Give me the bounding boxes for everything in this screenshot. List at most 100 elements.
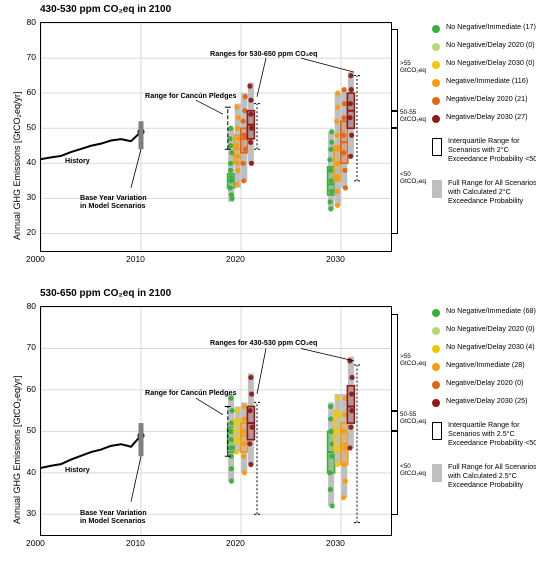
right-bracket xyxy=(392,314,398,411)
ytick-label: 20 xyxy=(16,227,36,237)
right-bracket xyxy=(392,127,398,234)
legend-iqr-label: Interquartile Range for Scenarios with 2… xyxy=(448,136,536,163)
xtick-label: 2030 xyxy=(326,538,345,548)
scenario-dot xyxy=(335,105,340,110)
scenario-dot xyxy=(343,479,348,484)
scenario-dot xyxy=(335,91,340,96)
scenario-dot xyxy=(230,408,235,413)
xtick-label: 2030 xyxy=(326,254,345,264)
scenario-dot xyxy=(234,105,239,110)
legend-full-range: Full Range for All Scenarios with Calcul… xyxy=(432,462,536,494)
legend-item: Negative/Delay 2020 (0) xyxy=(432,378,536,396)
iqr-swatch-icon xyxy=(432,138,442,156)
xtick-label: 2020 xyxy=(226,254,245,264)
panel-a: 430-530 ppm CO₂eq in 2100Annual GHG Emis… xyxy=(0,0,536,284)
legend-dot-icon xyxy=(432,25,440,33)
right-bracket-label: <50GtCO₂eq xyxy=(400,172,434,185)
legend-iqr: Interquartile Range for Scenarios with 2… xyxy=(432,420,536,452)
y-axis-label: Annual GHG Emissions [GtCO₂eq/yr] xyxy=(12,296,22,524)
legend-iqr: Interquartile Range for Scenarios with 2… xyxy=(432,136,536,168)
right-bracket-label: 50-55GtCO₂eq xyxy=(400,110,434,123)
scenario-dot xyxy=(342,168,347,173)
scenario-dot xyxy=(347,358,352,363)
scenario-dot xyxy=(342,412,347,417)
legend-item: Negative/Immediate (116) xyxy=(432,76,536,94)
scenario-dot xyxy=(334,119,339,124)
legend-item: No Negative/Delay 2020 (0) xyxy=(432,40,536,58)
legend-dot-icon xyxy=(432,97,440,105)
scenario-dot xyxy=(229,192,234,197)
panel-title: 530-650 ppm CO₂eq in 2100 xyxy=(40,288,171,299)
scenario-dot xyxy=(235,408,240,413)
ytick-label: 80 xyxy=(16,301,36,311)
ytick-label: 40 xyxy=(16,467,36,477)
ytick-label: 50 xyxy=(16,122,36,132)
scenario-dot xyxy=(328,404,333,409)
annot-cancun: Range for Cancún Pledges xyxy=(145,389,236,397)
legend-label: Negative/Immediate (116) xyxy=(446,76,536,85)
legend-label: No Negative/Delay 2030 (4) xyxy=(446,342,536,351)
legend-item: No Negative/Immediate (68) xyxy=(432,306,536,324)
ytick-label: 40 xyxy=(16,157,36,167)
scenario-dot xyxy=(241,161,246,166)
scenario-dot xyxy=(329,129,334,134)
scenario-dot xyxy=(242,470,247,475)
legend-dot-icon xyxy=(432,399,440,407)
legend-label: No Negative/Immediate (17) xyxy=(446,22,536,31)
scenario-dot xyxy=(341,115,346,120)
iqr-box xyxy=(347,386,354,423)
scenario-dot xyxy=(342,101,347,106)
right-bracket-label: 50-55GtCO₂eq xyxy=(400,412,434,425)
scenario-dot xyxy=(328,416,333,421)
panel-b: 530-650 ppm CO₂eq in 2100 Annual GHG Emis… xyxy=(0,284,536,568)
scenario-dot xyxy=(249,391,254,396)
ytick-label: 70 xyxy=(16,52,36,62)
legend-item: Negative/Delay 2030 (27) xyxy=(432,112,536,130)
scenario-dot xyxy=(349,133,354,138)
legend-label: Negative/Immediate (28) xyxy=(446,360,536,369)
legend-item: Negative/Delay 2030 (25) xyxy=(432,396,536,414)
legend-item: No Negative/Delay 2030 (4) xyxy=(432,342,536,360)
scenario-dot xyxy=(248,462,253,467)
legend-dot-icon xyxy=(432,43,440,51)
legend-label: No Negative/Delay 2020 (0) xyxy=(446,324,536,333)
panel-title: 430-530 ppm CO₂eq in 2100 xyxy=(40,4,171,15)
annot-other-range: Ranges for 530-650 ppm CO₂eq xyxy=(210,50,317,58)
legend-full-range-label: Full Range for All Scenarios with Calcul… xyxy=(448,178,536,205)
scenario-dot xyxy=(349,375,354,380)
legend-full-range: Full Range for All Scenarios with Calcul… xyxy=(432,178,536,210)
scenario-dot xyxy=(247,441,252,446)
legend-iqr-label: Interquartile Range for Scenarios with 2… xyxy=(448,420,536,447)
scenario-dot xyxy=(328,206,333,211)
scenario-dot xyxy=(343,185,348,190)
history-line xyxy=(41,436,141,468)
scenario-dot xyxy=(248,140,253,145)
scenario-dot xyxy=(228,126,233,131)
legend-dot-icon xyxy=(432,381,440,389)
scenario-dot xyxy=(335,396,340,401)
ytick-label: 80 xyxy=(16,17,36,27)
scenario-dot xyxy=(334,133,339,138)
annot-history: History xyxy=(65,466,90,474)
legend-dot-icon xyxy=(432,309,440,317)
right-bracket-label: >55GtCO₂eq xyxy=(400,61,434,74)
scenario-dot xyxy=(328,487,333,492)
right-bracket-label: >55GtCO₂eq xyxy=(400,354,434,367)
scenario-dot xyxy=(342,87,347,92)
right-bracket xyxy=(392,430,398,515)
legend-label: Negative/Delay 2030 (27) xyxy=(446,112,536,121)
legend-item: No Negative/Delay 2020 (0) xyxy=(432,324,536,342)
scenario-dot xyxy=(335,462,340,467)
scenario-dot xyxy=(234,182,239,187)
annot-cancun: Range for Cancún Pledges xyxy=(145,92,236,100)
iqr-swatch-icon xyxy=(432,422,442,440)
scenario-dot xyxy=(248,375,253,380)
legend-label: Negative/Delay 2030 (25) xyxy=(446,396,536,405)
scenario-dot xyxy=(229,466,234,471)
scenario-dot xyxy=(243,94,248,99)
annot-other-range: Ranges for 430-530 ppm CO₂eq xyxy=(210,339,317,347)
scenario-dot xyxy=(330,503,335,508)
right-bracket-label: <50GtCO₂eq xyxy=(400,464,434,477)
scenario-dot xyxy=(229,479,234,484)
legend-label: No Negative/Delay 2020 (0) xyxy=(446,40,536,49)
